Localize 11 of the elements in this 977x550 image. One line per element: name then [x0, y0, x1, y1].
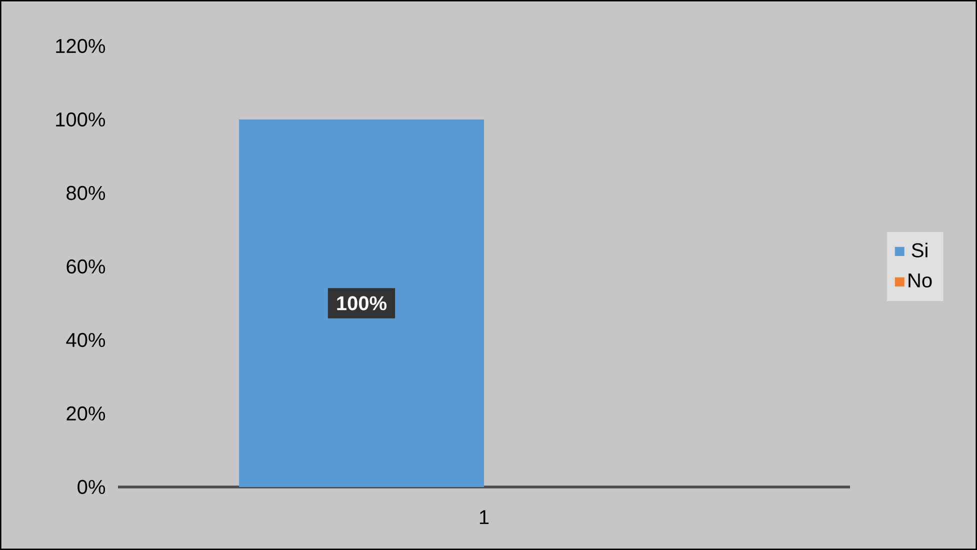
x-tick-label: 1 [480, 510, 489, 524]
y-tick-label: 120% [56, 38, 106, 54]
y-tick-label: 0% [78, 480, 106, 494]
y-tick-label: 100% [56, 112, 106, 127]
y-tick-label: 20% [66, 406, 106, 421]
y-tick-label: 40% [66, 332, 106, 348]
legend-label: Si [912, 242, 928, 258]
data-label: 100% [337, 296, 387, 310]
y-tick-label: 80% [66, 186, 106, 200]
legend-label: No [908, 274, 932, 288]
y-tick-label: 60% [66, 259, 106, 274]
